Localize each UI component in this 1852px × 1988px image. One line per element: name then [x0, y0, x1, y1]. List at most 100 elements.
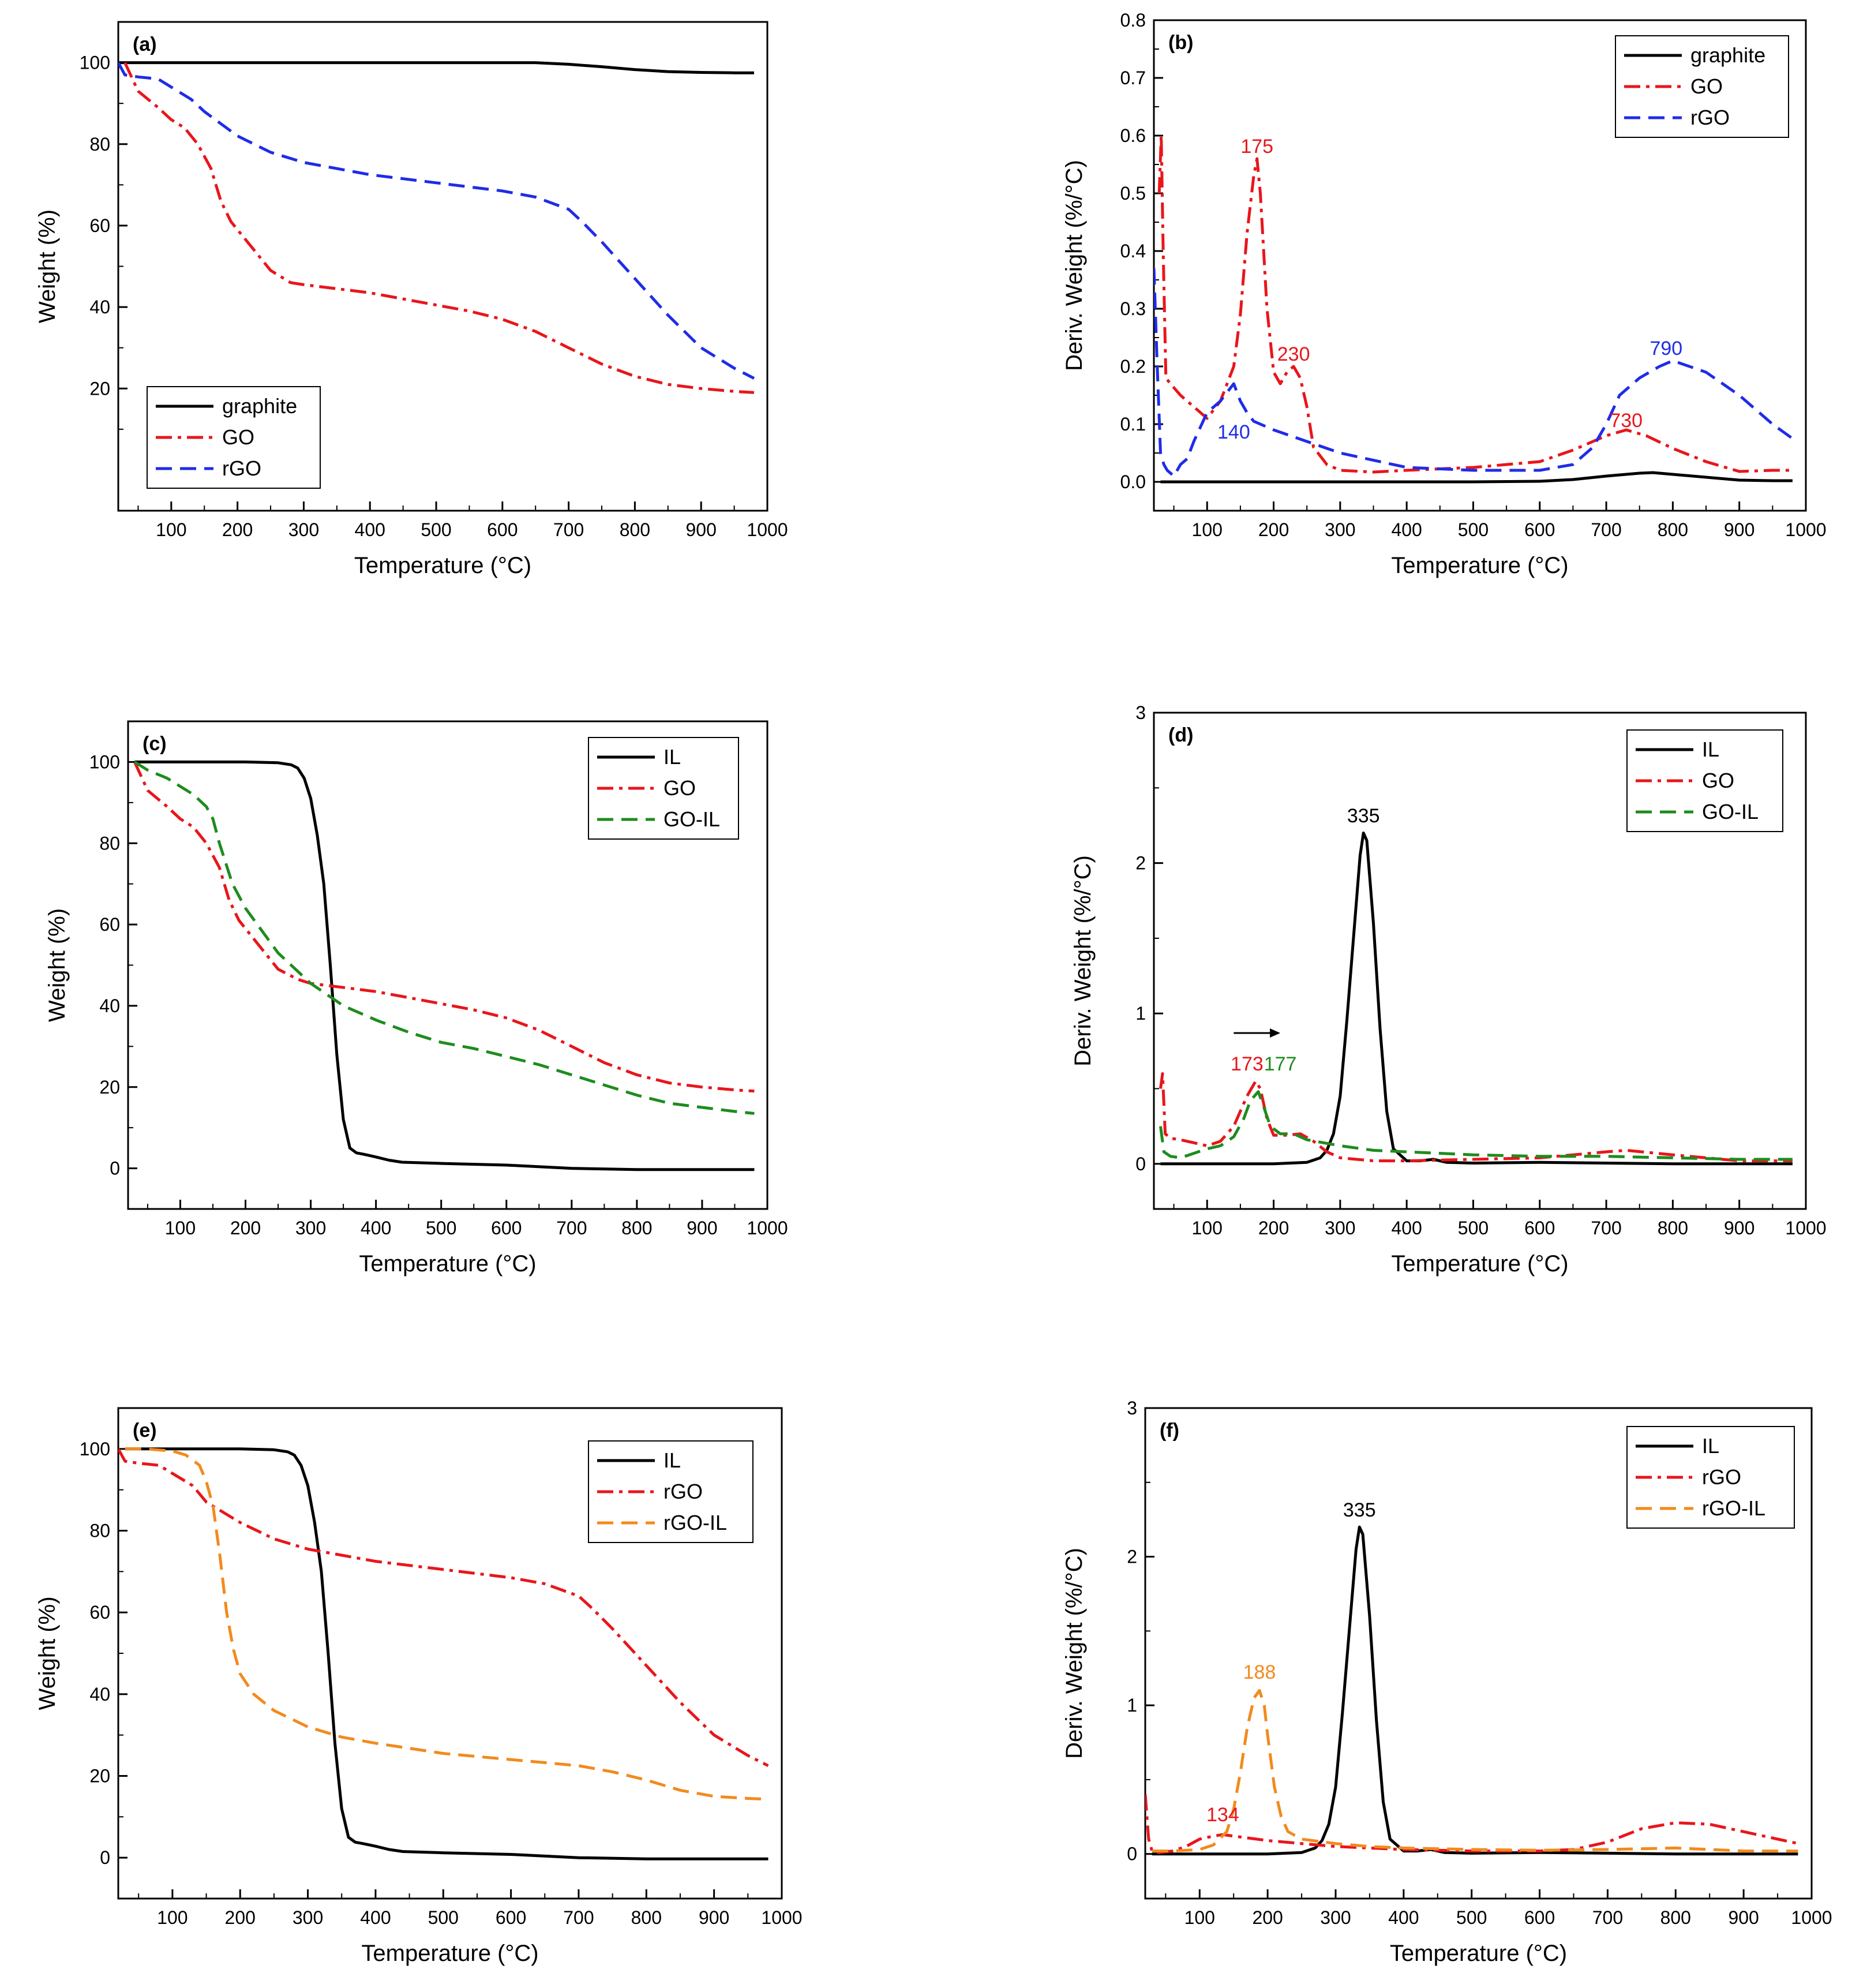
legend-label: IL — [1702, 1434, 1719, 1458]
y-tick-label: 40 — [99, 995, 120, 1016]
legend-label: GO — [1690, 74, 1723, 98]
peak-annotation: 730 — [1610, 410, 1643, 432]
y-tick-label: 0.7 — [1120, 68, 1146, 88]
x-tick-label: 400 — [1391, 1218, 1422, 1238]
panel-f-dtg-il-rgo-rgoil: 100 200 300 400 500 600 700 800 900 1000 0 1 2 3 Tempe… — [1062, 1398, 1832, 1966]
x-tick-label: 1000 — [747, 1218, 788, 1238]
x-tick-label: 900 — [1724, 1218, 1754, 1238]
panel-a-tga-graphite-go-rgo: 100 200 300 400 500 600 700 800 900 1000 20 40 60 80 1… — [35, 21, 788, 578]
x-tick-label: 700 — [1592, 1907, 1623, 1928]
x-tick-label: 300 — [293, 1907, 323, 1928]
x-tick-label: 800 — [621, 1218, 652, 1238]
x-tick-label: 400 — [360, 1907, 391, 1928]
legend-label: rGO — [1690, 106, 1730, 129]
legend-label: GO-IL — [663, 807, 720, 831]
y-axis-label: Deriv. Weight (%/°C) — [1062, 160, 1087, 371]
x-tick-label: 100 — [165, 1218, 196, 1238]
y-tick-label: 2 — [1135, 853, 1146, 874]
panel-c-tga-il-go-goil: 100 200 300 400 500 600 700 800 900 1000 0 20 40 60 80… — [44, 720, 788, 1276]
x-tick-label: 600 — [491, 1218, 522, 1238]
panel-d-dtg-il-go-goil: 100 200 300 400 500 600 700 800 900 1000 0 1 2 3 Tempe… — [1070, 702, 1827, 1276]
x-tick-label: 400 — [361, 1218, 391, 1238]
legend-box — [1626, 729, 1783, 832]
legend: IL GO GO-IL — [1626, 729, 1783, 832]
x-tick-label: 200 — [1258, 519, 1289, 540]
panel-label: (d) — [1168, 724, 1193, 746]
legend-label: IL — [663, 1448, 681, 1472]
panel-b-dtg-graphite-go-rgo: 100 200 300 400 500 600 700 800 900 1000 0.0 0.1 0.2… — [1062, 10, 1827, 578]
plot-frame — [1153, 19, 1807, 512]
peak-annotation: 177 — [1264, 1053, 1297, 1075]
y-tick-label: 60 — [89, 1602, 110, 1623]
x-axis-label: Temperature (°C) — [361, 1941, 538, 1966]
x-tick-label: 100 — [156, 519, 186, 540]
legend-label: rGO-IL — [1702, 1496, 1765, 1520]
peak-annotation: 335 — [1343, 1499, 1376, 1521]
x-tick-label: 600 — [1524, 1218, 1555, 1238]
y-tick-label: 40 — [89, 1684, 110, 1705]
x-tick-label: 1000 — [747, 519, 788, 540]
x-tick-label: 100 — [157, 1907, 188, 1928]
peak-annotation: 134 — [1206, 1804, 1239, 1826]
x-tick-label: 300 — [1325, 1218, 1355, 1238]
legend: graphite GO rGO — [1615, 35, 1789, 138]
y-tick-label: 60 — [99, 914, 120, 935]
y-tick-label: 0.1 — [1120, 414, 1146, 435]
y-tick-label: 20 — [99, 1077, 120, 1098]
x-tick-label: 1000 — [1785, 519, 1826, 540]
y-tick-label: 1 — [1127, 1695, 1137, 1716]
x-tick-label: 100 — [1184, 1907, 1215, 1928]
series-line-go-il — [133, 761, 755, 1115]
x-tick-label: 300 — [295, 1218, 326, 1238]
x-tick-label: 800 — [631, 1907, 662, 1928]
legend-box — [147, 386, 321, 489]
x-tick-label: 900 — [686, 519, 717, 540]
peak-annotation: 335 — [1347, 805, 1380, 827]
y-tick-label: 80 — [99, 833, 120, 853]
x-tick-label: 800 — [1660, 1907, 1691, 1928]
y-tick-label: 0 — [1135, 1154, 1146, 1174]
legend-label: GO-IL — [1702, 800, 1759, 823]
series-line-rgo — [1145, 1794, 1798, 1854]
panel-label: (c) — [143, 733, 167, 755]
x-tick-label: 1000 — [761, 1907, 802, 1928]
legend: graphite GO rGO — [147, 386, 321, 489]
x-tick-label: 400 — [1391, 519, 1422, 540]
y-tick-label: 0.0 — [1120, 471, 1146, 492]
x-tick-label: 600 — [1524, 1907, 1555, 1928]
x-tick-label: 300 — [1325, 519, 1355, 540]
panel-e-tga-il-rgo-rgoil: 100 200 300 400 500 600 700 800 900 1000 0 20 40 60 80… — [35, 1407, 803, 1966]
y-tick-label: 80 — [89, 1521, 110, 1541]
legend-label: rGO-IL — [663, 1511, 727, 1534]
legend: IL rGO rGO-IL — [588, 1440, 753, 1543]
y-axis-label: Weight (%) — [44, 908, 70, 1022]
peak-annotation: 173 — [1231, 1053, 1264, 1075]
x-axis-label: Temperature (°C) — [1391, 1251, 1568, 1276]
x-tick-label: 300 — [1320, 1907, 1351, 1928]
peak-annotation: 790 — [1649, 338, 1682, 360]
series-line-il — [1160, 832, 1793, 1166]
x-tick-label: 700 — [556, 1218, 587, 1238]
y-tick-label: 0.5 — [1120, 183, 1146, 204]
legend-label: GO — [1702, 769, 1734, 792]
x-axis-label: Temperature (°C) — [1391, 553, 1568, 578]
legend-label: GO — [222, 425, 254, 449]
legend-box — [1615, 35, 1789, 138]
series-line-graphite — [118, 61, 754, 74]
x-tick-label: 800 — [1658, 1218, 1688, 1238]
y-axis-label: Weight (%) — [35, 209, 60, 323]
legend-box — [588, 737, 739, 840]
y-tick-label: 100 — [80, 53, 110, 73]
peak-annotation: 140 — [1217, 421, 1250, 443]
x-tick-label: 800 — [1658, 519, 1688, 540]
x-tick-label: 500 — [428, 1907, 459, 1928]
series-line-go — [133, 761, 755, 1093]
x-tick-label: 600 — [487, 519, 518, 540]
series-line-go — [123, 62, 755, 394]
x-tick-label: 700 — [553, 519, 584, 540]
y-tick-label: 1 — [1135, 1003, 1146, 1024]
y-tick-label: 0 — [100, 1847, 110, 1868]
x-tick-label: 700 — [1591, 1218, 1621, 1238]
x-tick-label: 900 — [687, 1218, 717, 1238]
